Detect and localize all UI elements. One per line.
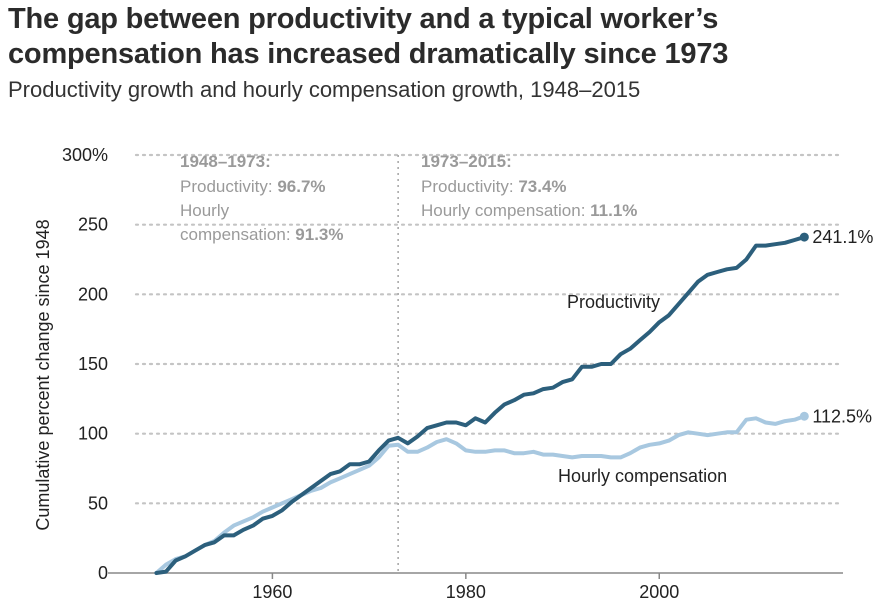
series-line-hourly-compensation	[154, 414, 807, 575]
annotation-right-productivity: Productivity: 73.4%	[421, 177, 567, 196]
annotation-left-hourly-1: Hourly	[180, 201, 230, 220]
x-tick-label-1980: 1980	[446, 582, 486, 602]
annotation-right-hourly: Hourly compensation: 11.1%	[421, 201, 637, 220]
chart-title: The gap between productivity and a typic…	[8, 3, 729, 70]
y-tick-label-300: 300%	[62, 145, 108, 165]
annotation-left-heading: 1948–1973:	[180, 152, 271, 171]
series-label-hourly-compensation: Hourly compensation	[558, 466, 727, 486]
y-tick-label-150: 150	[78, 354, 108, 374]
x-axis-ticks: 1960 1980 2000	[252, 573, 679, 602]
chart-subtitle: Productivity growth and hourly compensat…	[8, 77, 641, 102]
annotation-left-productivity: Productivity: 96.7%	[180, 177, 326, 196]
annotation-left-hourly-2: compensation: 91.3%	[180, 225, 344, 244]
series-label-productivity: Productivity	[567, 292, 660, 312]
series-endpoint-hourly-compensation	[799, 411, 809, 421]
y-tick-label-100: 100	[78, 424, 108, 444]
y-axis-label: Cumulative percent change since 1948	[33, 219, 53, 530]
x-tick-label-2000: 2000	[639, 582, 679, 602]
y-axis-ticks: 0 50 100 150 200 250 300%	[62, 145, 108, 583]
series-line-productivity	[154, 235, 807, 575]
series-end-label-productivity: 241.1%	[812, 227, 873, 247]
y-tick-label-50: 50	[88, 493, 108, 513]
y-tick-label-0: 0	[98, 563, 108, 583]
annotation-right-heading: 1973–2015:	[421, 152, 512, 171]
x-tick-label-1960: 1960	[252, 582, 292, 602]
series-group: 112.5% 241.1%	[154, 227, 873, 575]
y-tick-label-250: 250	[78, 215, 108, 235]
y-tick-label-200: 200	[78, 284, 108, 304]
series-end-label-hourly-compensation: 112.5%	[812, 406, 872, 426]
series-endpoint-productivity	[799, 232, 809, 242]
